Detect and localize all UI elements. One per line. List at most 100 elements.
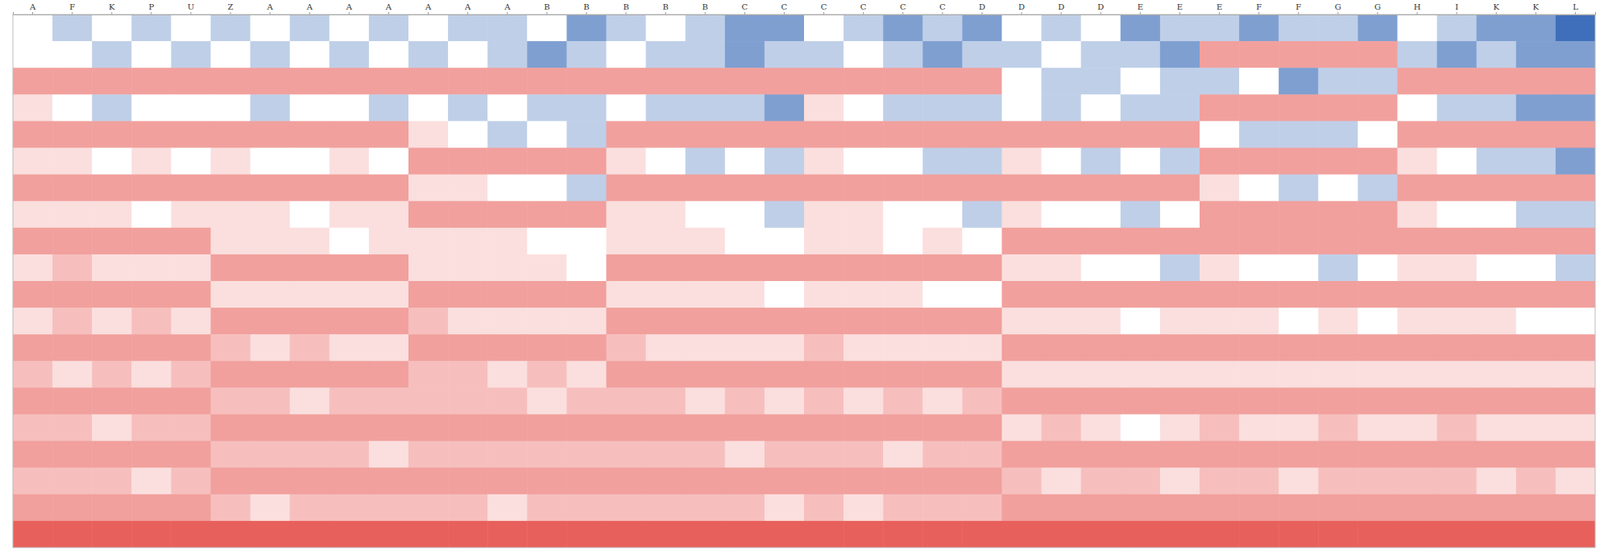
heat-cell — [487, 67, 528, 96]
heat-cell — [1081, 14, 1122, 42]
heat-cell — [1397, 414, 1439, 443]
heat-cell — [1081, 360, 1122, 389]
heat-cell — [487, 307, 528, 336]
heat-cell — [961, 521, 1003, 548]
heat-cell — [1041, 521, 1082, 548]
heat-cell — [1081, 174, 1122, 203]
tick: C — [860, 2, 867, 15]
heat-cell — [1318, 360, 1359, 389]
tick-label: A — [345, 2, 353, 12]
heat-cell — [329, 94, 370, 122]
heat-cell — [1397, 174, 1439, 203]
heat-cell — [804, 67, 845, 96]
heat-cell — [368, 41, 410, 69]
heat-cell — [1239, 307, 1280, 336]
heat-cell — [1081, 41, 1122, 69]
heat-cell — [12, 41, 54, 69]
heat-cell — [961, 468, 1003, 496]
heat-cell — [1041, 41, 1082, 69]
heat-cell — [646, 14, 687, 42]
heat-cell — [566, 254, 607, 282]
heat-cell — [329, 387, 370, 415]
heat-cell — [12, 148, 54, 176]
heat-cell — [646, 120, 687, 149]
heat-cell — [329, 14, 370, 42]
heat-cell — [804, 120, 845, 149]
heat-cell — [131, 521, 172, 548]
heat-cell — [1239, 148, 1280, 176]
heat-cell — [922, 120, 963, 149]
heat-cell — [1081, 227, 1122, 256]
heat-cell — [764, 148, 805, 176]
heat-cell — [1199, 67, 1240, 96]
heat-cell — [1160, 414, 1201, 443]
heat-cell — [922, 67, 963, 96]
heat-cell — [1239, 227, 1280, 256]
heat-cell — [250, 307, 291, 336]
tick: I — [1454, 2, 1459, 15]
heat-cell — [1120, 120, 1161, 149]
heat-cell — [1318, 174, 1359, 203]
heat-cell — [1002, 201, 1043, 229]
heat-cell — [1239, 387, 1280, 415]
heat-cell — [843, 254, 884, 282]
heat-cell — [211, 307, 252, 336]
heat-cell — [1160, 307, 1201, 336]
heat-cell — [1357, 334, 1398, 362]
plot-frame — [12, 14, 1596, 548]
heat-cell — [1357, 387, 1398, 415]
heat-cell — [1002, 174, 1043, 203]
heat-cell — [487, 148, 528, 176]
heat-cell — [764, 360, 805, 389]
heat-cell — [1120, 441, 1161, 469]
heat-cell — [1002, 227, 1043, 256]
heat-cell — [764, 174, 805, 203]
tick: G — [1334, 2, 1342, 15]
heat-cell — [804, 254, 845, 282]
heat-cell — [526, 254, 568, 282]
tick: C — [741, 2, 749, 15]
heat-cell — [961, 334, 1003, 362]
heat-cell — [329, 174, 370, 203]
heat-cell — [12, 360, 54, 389]
heat-cell — [764, 41, 805, 69]
tick: B — [583, 2, 589, 15]
tick-label: I — [1454, 2, 1459, 12]
heat-cell — [1120, 174, 1161, 203]
tick: C — [820, 2, 828, 15]
heat-cell — [131, 307, 172, 336]
tick-label: C — [781, 2, 788, 12]
heat-cell — [12, 14, 54, 42]
heat-cell — [606, 360, 647, 389]
heat-cell — [1278, 494, 1319, 523]
heat-cell — [1437, 148, 1478, 176]
heat-cell — [922, 360, 963, 389]
heat-cell — [1516, 360, 1557, 389]
heat-cell — [843, 441, 884, 469]
heat-cell — [1397, 67, 1439, 96]
heat-cell — [922, 227, 963, 256]
heat-cell — [1002, 148, 1043, 176]
heat-cell — [646, 360, 687, 389]
heat-cell — [52, 414, 93, 443]
heat-cell — [211, 94, 252, 122]
heat-cell — [685, 120, 726, 149]
heat-cell — [1318, 441, 1359, 469]
heat-cell — [1278, 307, 1319, 336]
heat-cell — [804, 334, 845, 362]
heat-cell — [1476, 360, 1518, 389]
heat-cell — [1199, 521, 1240, 548]
heat-cell — [646, 441, 687, 469]
heat-cell — [368, 441, 410, 469]
heat-cell — [368, 227, 410, 256]
heat-cell — [447, 41, 489, 69]
heat-cell — [1357, 174, 1398, 203]
heat-cell — [408, 494, 449, 523]
heat-cell — [1160, 41, 1201, 69]
heat-cell — [1555, 281, 1596, 309]
heat-cell — [526, 441, 568, 469]
heat-cell — [52, 334, 93, 362]
heat-cell — [725, 41, 766, 69]
heat-cell — [290, 227, 331, 256]
heat-cell — [1278, 148, 1319, 176]
